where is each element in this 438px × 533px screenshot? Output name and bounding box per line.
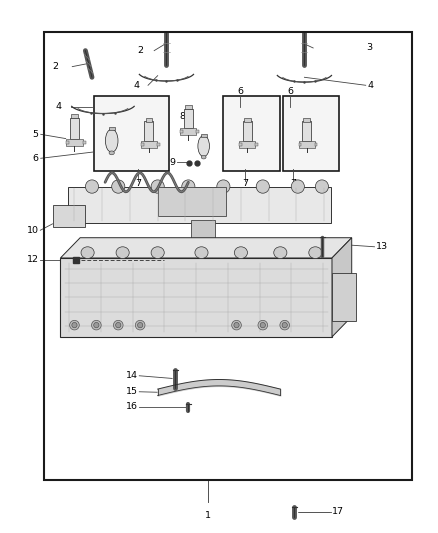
Bar [191, 220, 215, 252]
Text: 6: 6 [287, 87, 293, 96]
Ellipse shape [195, 247, 208, 259]
Bar [141, 141, 157, 148]
Bar [255, 143, 258, 146]
Bar [193, 249, 212, 273]
Text: 5: 5 [32, 130, 39, 139]
Ellipse shape [258, 320, 268, 330]
Bar [145, 122, 153, 141]
Bar [299, 141, 314, 148]
Ellipse shape [151, 247, 164, 259]
Bar [71, 114, 78, 118]
Bar [240, 143, 242, 146]
FancyBboxPatch shape [68, 187, 331, 223]
Ellipse shape [198, 135, 209, 157]
Bar [180, 128, 196, 135]
Bar [302, 122, 311, 141]
Bar [66, 141, 69, 144]
Text: 9: 9 [169, 158, 175, 166]
Bar [240, 141, 255, 148]
Bar [60, 258, 332, 337]
Text: 2: 2 [52, 62, 58, 71]
Text: 4: 4 [133, 81, 139, 90]
Bar [66, 139, 83, 146]
Ellipse shape [116, 322, 121, 328]
Ellipse shape [256, 180, 269, 193]
Bar [303, 118, 310, 122]
Bar [201, 134, 207, 136]
Ellipse shape [72, 322, 77, 328]
Polygon shape [60, 238, 352, 258]
Ellipse shape [217, 180, 230, 193]
Bar [109, 127, 115, 131]
Bar [70, 118, 79, 139]
Bar [283, 96, 339, 171]
Bar [223, 96, 280, 171]
Ellipse shape [70, 320, 79, 330]
Text: 12: 12 [27, 255, 39, 264]
Ellipse shape [113, 320, 123, 330]
Ellipse shape [92, 320, 101, 330]
Ellipse shape [232, 320, 241, 330]
Ellipse shape [109, 151, 114, 155]
Bar [314, 143, 318, 146]
Ellipse shape [274, 247, 287, 259]
Bar [145, 118, 152, 122]
Text: 16: 16 [126, 402, 138, 411]
Ellipse shape [309, 247, 322, 259]
Ellipse shape [106, 129, 118, 152]
Ellipse shape [201, 156, 206, 159]
Bar [180, 130, 183, 133]
Bar [157, 143, 160, 146]
Ellipse shape [135, 320, 145, 330]
Text: 6: 6 [237, 87, 244, 96]
Bar [94, 96, 169, 171]
Text: 14: 14 [126, 372, 138, 380]
Bar [44, 32, 412, 480]
Ellipse shape [282, 322, 287, 328]
Text: 7: 7 [290, 179, 297, 188]
Text: 8: 8 [179, 112, 185, 120]
Text: 2: 2 [138, 46, 144, 55]
Bar [53, 205, 85, 227]
Text: 4: 4 [367, 81, 373, 90]
Text: 15: 15 [126, 387, 138, 396]
Ellipse shape [234, 322, 239, 328]
Bar [299, 143, 301, 146]
Ellipse shape [116, 247, 129, 259]
Ellipse shape [85, 180, 99, 193]
Ellipse shape [234, 247, 247, 259]
Ellipse shape [81, 247, 94, 259]
Bar [196, 130, 199, 133]
Ellipse shape [151, 180, 164, 193]
Bar [243, 122, 252, 141]
Bar [184, 109, 193, 128]
Ellipse shape [260, 322, 265, 328]
Bar [83, 141, 86, 144]
Text: 11: 11 [108, 199, 120, 208]
Ellipse shape [182, 180, 195, 193]
Ellipse shape [315, 180, 328, 193]
Text: 17: 17 [332, 507, 344, 516]
Polygon shape [332, 238, 352, 337]
Text: 1: 1 [205, 511, 211, 520]
Text: 10: 10 [27, 226, 39, 235]
Text: 7: 7 [242, 179, 248, 188]
Ellipse shape [291, 180, 304, 193]
Ellipse shape [138, 322, 143, 328]
Text: 6: 6 [32, 154, 39, 163]
Text: 3: 3 [367, 44, 373, 52]
Text: 7: 7 [135, 179, 141, 188]
Bar [141, 143, 144, 146]
Text: 4: 4 [55, 102, 61, 111]
Text: 13: 13 [376, 243, 388, 251]
Bar [185, 105, 192, 109]
Ellipse shape [112, 180, 125, 193]
Ellipse shape [280, 320, 290, 330]
Bar [158, 187, 226, 216]
Bar [244, 118, 251, 122]
Bar [332, 273, 356, 321]
Ellipse shape [94, 322, 99, 328]
